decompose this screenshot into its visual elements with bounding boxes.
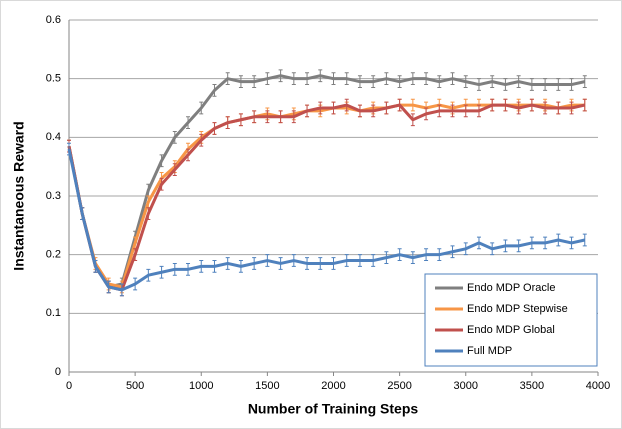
- y-tick-label: 0.6: [46, 14, 61, 26]
- legend-label: Endo MDP Global: [467, 324, 555, 336]
- series-line: [67, 74, 586, 289]
- y-axis-title: Instantaneous Reward: [11, 121, 27, 270]
- series-line: [67, 148, 586, 292]
- x-tick-label: 2000: [321, 380, 345, 392]
- x-tick-label: 4000: [586, 380, 610, 392]
- error-bar: [582, 98, 587, 112]
- x-tick-label: 500: [126, 380, 144, 392]
- legend-label: Endo MDP Stepwise: [467, 303, 568, 315]
- x-tick-label: 0: [66, 380, 72, 392]
- legend-label: Endo MDP Oracle: [467, 282, 555, 294]
- x-tick-label: 1000: [189, 380, 213, 392]
- y-tick-label: 0.3: [46, 190, 61, 202]
- series-line: [67, 103, 586, 292]
- x-tick-label: 1500: [255, 380, 279, 392]
- x-tick-label: 2500: [387, 380, 411, 392]
- x-tick-label: 3500: [520, 380, 544, 392]
- y-tick-label: 0.2: [46, 249, 61, 261]
- legend-label: Full MDP: [467, 345, 512, 357]
- y-tick-label: 0.4: [46, 131, 61, 143]
- y-tick-label: 0: [55, 366, 61, 378]
- y-tick-label: 0.5: [46, 73, 61, 85]
- y-tick-label: 0.1: [46, 307, 61, 319]
- x-axis-title: Number of Training Steps: [248, 401, 419, 417]
- x-tick-label: 3000: [454, 380, 478, 392]
